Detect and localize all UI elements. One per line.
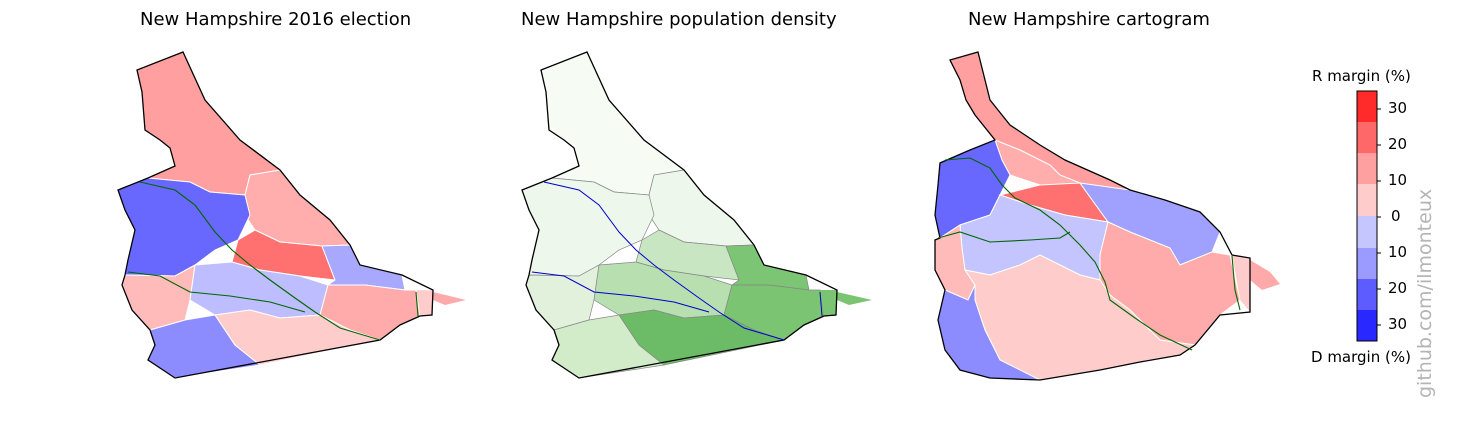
river-2 [531, 271, 710, 313]
carto-isles [1250, 260, 1280, 290]
colorbar-ticks [1377, 108, 1381, 326]
colorbar-segment [1357, 216, 1377, 248]
watermark-text: github.com/ilmonteux [1414, 188, 1436, 398]
election-map [117, 51, 466, 379]
election-map-title: New Hampshire 2016 election [140, 9, 412, 30]
carto-road-2 [937, 231, 1071, 243]
cartogram-title: New Hampshire cartogram [968, 9, 1210, 30]
colorbar-segment [1357, 310, 1377, 341]
density-coast [820, 290, 837, 316]
road-route-2 [127, 271, 306, 313]
legend-d-margin-label: D margin (%) [1311, 348, 1411, 366]
colorbar-tick-label: 10 [1388, 243, 1408, 261]
colorbar-tick-label: 20 [1388, 279, 1408, 297]
colorbar-segment [1357, 122, 1377, 153]
colorbar-tick-label: 30 [1388, 315, 1408, 333]
carto-road-3 [1231, 255, 1241, 311]
density-isles [837, 292, 872, 305]
river-3 [819, 291, 823, 317]
road-route [139, 181, 381, 341]
carto-road-1 [944, 157, 1193, 351]
colorbar-tick-label: 20 [1388, 135, 1408, 153]
cartogram-map [934, 51, 1280, 381]
river-merrimack [543, 181, 785, 341]
colorbar-segment [1357, 279, 1377, 310]
colorbar-segment [1357, 91, 1377, 122]
legend-r-margin-label: R margin (%) [1312, 67, 1411, 85]
colorbar-tick-label: 10 [1388, 171, 1408, 189]
colorbar-segment [1357, 184, 1377, 216]
state-outline [117, 51, 434, 379]
density-state-outline [521, 51, 838, 379]
density-map [521, 51, 872, 379]
density-strafford[interactable] [725, 244, 810, 291]
carto-state-outline [934, 51, 1251, 381]
colorbar-frame [1356, 90, 1378, 342]
isles-of-shoals [433, 292, 466, 305]
colorbar [1356, 90, 1381, 342]
density-map-title: New Hampshire population density [521, 9, 837, 30]
colorbar-tick-label: 0 [1391, 207, 1401, 225]
road-route-3 [415, 291, 419, 317]
colorbar-segment [1357, 248, 1377, 279]
county-strafford[interactable] [321, 244, 406, 291]
colorbar-segment [1357, 153, 1377, 184]
county-hillsborough[interactable] [214, 309, 382, 366]
colorbar-tick-label: 30 [1388, 99, 1408, 117]
density-hillsborough[interactable] [618, 309, 786, 366]
